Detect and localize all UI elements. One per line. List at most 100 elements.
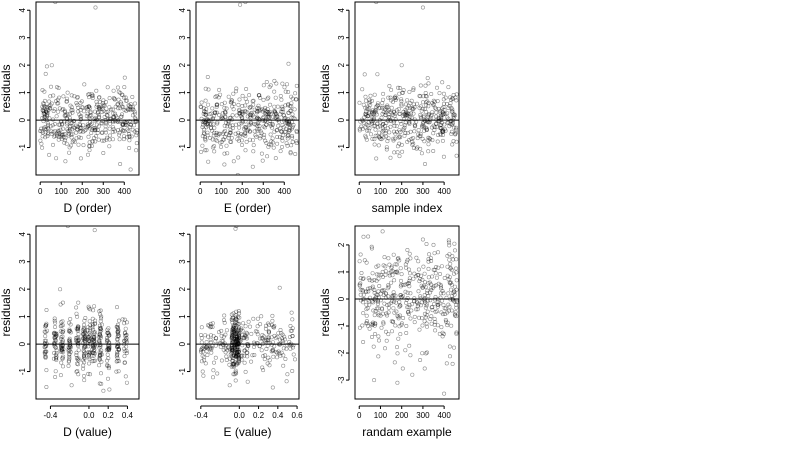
data-point [240,332,245,337]
data-point [228,100,233,105]
data-point [254,109,259,114]
data-point [371,114,376,119]
data-point [92,338,97,343]
data-point [404,259,409,264]
data-point [99,314,104,319]
data-point [370,323,375,328]
data-point [235,349,240,354]
data-point [201,373,206,378]
data-point [426,135,431,140]
data-point [276,117,281,122]
y-tick-label: -2 [337,349,346,357]
data-point [127,134,132,139]
data-point [60,132,65,137]
data-point [233,131,238,136]
data-point [86,350,91,355]
data-point [236,330,241,335]
data-point [51,331,56,336]
data-point [366,123,371,128]
data-point [384,311,389,316]
data-point [218,341,223,346]
data-point [231,353,236,358]
data-point [202,131,207,136]
data-point [360,276,365,281]
data-point [61,354,66,359]
data-point [216,95,221,100]
data-point [420,285,425,290]
data-point [106,366,111,371]
data-point [397,141,402,146]
data-point [62,140,67,145]
data-point [370,136,375,141]
x-tick-label: 300 [416,411,430,420]
data-point [67,340,72,345]
data-point [90,316,95,321]
data-point [228,115,233,120]
data-point [126,103,131,108]
data-point [122,85,127,90]
data-point [390,295,395,300]
data-point [124,320,129,325]
data-point [266,95,271,100]
data-point [50,142,55,147]
data-point [372,92,377,97]
data-point [98,332,103,337]
data-point [424,128,429,133]
scatter-points [357,229,459,396]
data-point [382,255,387,260]
data-point [381,97,386,102]
data-point [429,314,434,319]
data-point [435,99,440,104]
data-point [372,290,377,295]
data-point [421,123,426,128]
data-point [217,330,222,335]
data-point [87,339,92,344]
data-point [216,341,221,346]
scatter-points [357,2,459,167]
data-point [274,114,279,119]
data-point [271,354,276,359]
data-point [65,117,70,122]
data-point [54,348,59,353]
data-point [379,137,384,142]
data-point [259,151,264,156]
data-point [235,342,240,347]
data-point [400,90,405,95]
data-point [422,118,427,123]
y-tick-label: 1 [178,314,187,319]
data-point [438,284,443,289]
data-point [419,151,424,156]
data-point [372,296,377,301]
data-point [123,330,128,335]
data-point [59,343,64,348]
data-point [224,106,229,111]
data-point [98,344,103,349]
data-point [97,334,102,339]
data-point [269,139,274,144]
data-point [391,252,396,257]
data-point [266,144,271,149]
data-point [94,88,99,93]
data-point [445,273,450,278]
data-point [431,131,436,136]
data-point [378,313,383,318]
data-point [408,115,413,120]
data-point [115,331,120,336]
data-point [86,334,91,339]
data-point [86,304,91,309]
data-point [376,295,381,300]
data-point [74,350,79,355]
data-point [42,127,47,132]
data-point [217,112,222,117]
data-point [74,355,79,360]
data-point [401,282,406,287]
data-point [438,295,443,300]
data-point [380,229,385,234]
data-point [262,111,267,116]
data-point [237,111,242,116]
data-point [44,384,49,389]
data-point [42,341,47,346]
data-point [97,340,102,345]
data-point [240,93,245,98]
data-point [42,349,47,354]
